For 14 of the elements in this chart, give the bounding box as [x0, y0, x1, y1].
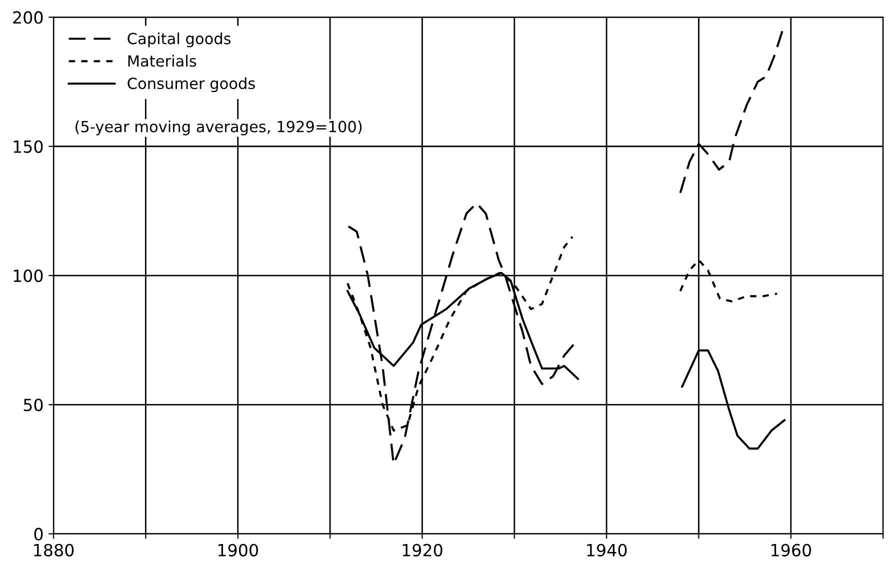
legend-label: Materials: [128, 54, 196, 67]
y-tick-label: 200: [13, 11, 43, 24]
annotation: (5-year moving averages, 1929=100): [76, 120, 362, 136]
x-tick-label: 1900: [218, 544, 258, 556]
x-tick-label: 1920: [402, 544, 442, 556]
y-tick-label: 100: [14, 269, 43, 282]
y-tick-label: 0: [34, 528, 43, 540]
x-tick-label: 1960: [772, 544, 812, 556]
x-tick-label: 1880: [34, 544, 74, 556]
legend-label: Consumer goods: [128, 77, 255, 92]
legend-label: Capital goods: [128, 32, 231, 48]
y-tick-label: 50: [24, 398, 43, 412]
y-tick-label: 150: [14, 140, 43, 153]
x-tick-label: 1940: [587, 544, 627, 556]
